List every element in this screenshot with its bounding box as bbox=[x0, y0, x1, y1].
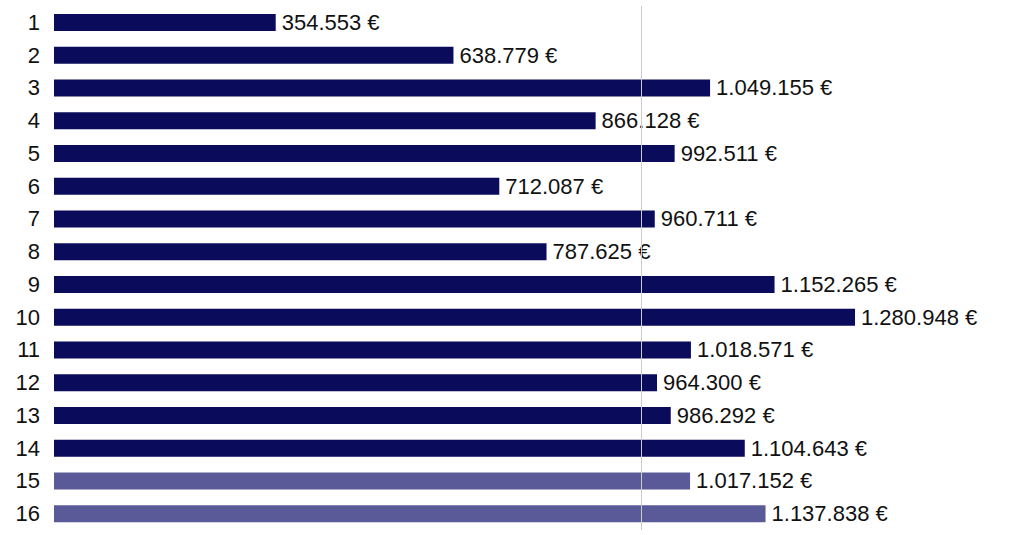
svg-text:1: 1 bbox=[28, 10, 40, 35]
svg-text:6: 6 bbox=[28, 174, 40, 199]
svg-text:9: 9 bbox=[28, 272, 40, 297]
svg-text:3: 3 bbox=[28, 75, 40, 100]
svg-text:13: 13 bbox=[16, 403, 40, 428]
svg-text:712.087 €: 712.087 € bbox=[505, 174, 603, 199]
svg-text:1.137.838 €: 1.137.838 € bbox=[772, 501, 888, 526]
svg-text:16: 16 bbox=[16, 501, 40, 526]
svg-text:1.280.948 €: 1.280.948 € bbox=[861, 305, 977, 330]
svg-text:12: 12 bbox=[16, 370, 40, 395]
svg-text:8: 8 bbox=[28, 239, 40, 264]
svg-text:992.511 €: 992.511 € bbox=[681, 141, 777, 166]
svg-text:2: 2 bbox=[28, 43, 40, 68]
svg-text:866.128 €: 866.128 € bbox=[602, 108, 700, 133]
svg-text:1.049.155 €: 1.049.155 € bbox=[716, 75, 832, 100]
svg-text:14: 14 bbox=[16, 436, 40, 461]
svg-text:7: 7 bbox=[28, 206, 40, 231]
svg-text:787.625 €: 787.625 € bbox=[553, 239, 651, 264]
svg-text:638.779 €: 638.779 € bbox=[459, 43, 557, 68]
svg-text:1.104.643 €: 1.104.643 € bbox=[751, 436, 867, 461]
svg-text:1.152.265 €: 1.152.265 € bbox=[781, 272, 897, 297]
svg-text:986.292 €: 986.292 € bbox=[677, 403, 775, 428]
svg-text:960.711 €: 960.711 € bbox=[661, 206, 757, 231]
svg-text:354.553 €: 354.553 € bbox=[282, 10, 380, 35]
svg-text:1.017.152 €: 1.017.152 € bbox=[696, 468, 812, 493]
svg-text:4: 4 bbox=[28, 108, 40, 133]
svg-text:10: 10 bbox=[16, 305, 40, 330]
svg-text:5: 5 bbox=[28, 141, 40, 166]
svg-text:964.300 €: 964.300 € bbox=[663, 370, 761, 395]
svg-text:15: 15 bbox=[16, 468, 40, 493]
svg-text:1.018.571 €: 1.018.571 € bbox=[697, 337, 813, 362]
svg-text:11: 11 bbox=[17, 337, 40, 362]
